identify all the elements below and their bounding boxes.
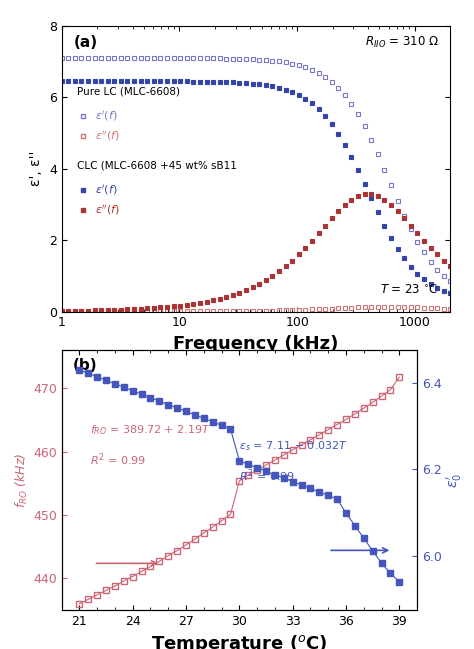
Text: $\varepsilon_s$ = 7.11 $-$ 0.032$T$: $\varepsilon_s$ = 7.11 $-$ 0.032$T$ [239, 439, 349, 453]
Text: $R^2$ = 0.99: $R^2$ = 0.99 [90, 452, 146, 468]
Y-axis label: $\varepsilon_0'$: $\varepsilon_0'$ [445, 472, 464, 488]
Y-axis label: $f_{RO}$ (kHz): $f_{RO}$ (kHz) [14, 452, 30, 508]
Text: (b): (b) [72, 358, 97, 373]
Text: $f_{RO}$ = 389.72 + 2.19$T$: $f_{RO}$ = 389.72 + 2.19$T$ [90, 424, 211, 437]
Text: $R_{IIO}$ = 310 $\Omega$: $R_{IIO}$ = 310 $\Omega$ [365, 34, 438, 49]
Text: CLC (MLC-6608 +45 wt% sB11: CLC (MLC-6608 +45 wt% sB11 [77, 161, 237, 171]
X-axis label: Temperature ($^o$C): Temperature ($^o$C) [151, 633, 328, 649]
X-axis label: Frequency (kHz): Frequency (kHz) [173, 335, 338, 353]
Text: $\varepsilon''(f)$: $\varepsilon''(f)$ [95, 203, 119, 217]
Text: Pure LC (MLC-6608): Pure LC (MLC-6608) [77, 86, 180, 97]
Text: $\varepsilon'(f)$: $\varepsilon'(f)$ [95, 183, 117, 197]
Text: $\varepsilon''(f)$: $\varepsilon''(f)$ [95, 129, 119, 143]
Text: $\varepsilon'(f)$: $\varepsilon'(f)$ [95, 109, 117, 123]
Text: $T$ = 23 $^{\circ}$C: $T$ = 23 $^{\circ}$C [380, 284, 438, 297]
Text: $R^2$ = 0.99: $R^2$ = 0.99 [239, 467, 296, 484]
Text: (a): (a) [73, 34, 97, 49]
Y-axis label: ε', ε'': ε', ε'' [29, 151, 43, 186]
